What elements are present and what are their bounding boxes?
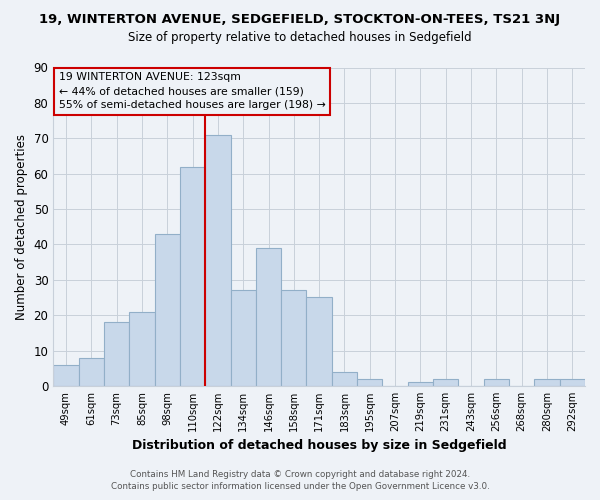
X-axis label: Distribution of detached houses by size in Sedgefield: Distribution of detached houses by size … <box>132 440 506 452</box>
Bar <box>256 248 281 386</box>
Bar <box>560 379 585 386</box>
Text: Size of property relative to detached houses in Sedgefield: Size of property relative to detached ho… <box>128 31 472 44</box>
Bar <box>129 312 155 386</box>
Bar <box>281 290 307 386</box>
Bar <box>53 364 79 386</box>
Bar <box>205 134 230 386</box>
Bar <box>408 382 433 386</box>
Bar <box>357 379 382 386</box>
Bar <box>104 322 129 386</box>
Text: 19 WINTERTON AVENUE: 123sqm
← 44% of detached houses are smaller (159)
55% of se: 19 WINTERTON AVENUE: 123sqm ← 44% of det… <box>59 72 325 110</box>
Bar <box>79 358 104 386</box>
Bar <box>180 166 205 386</box>
Y-axis label: Number of detached properties: Number of detached properties <box>15 134 28 320</box>
Bar <box>307 298 332 386</box>
Bar <box>230 290 256 386</box>
Bar <box>484 379 509 386</box>
Bar <box>332 372 357 386</box>
Bar <box>433 379 458 386</box>
Bar <box>535 379 560 386</box>
Bar <box>155 234 180 386</box>
Text: Contains HM Land Registry data © Crown copyright and database right 2024.
Contai: Contains HM Land Registry data © Crown c… <box>110 470 490 491</box>
Text: 19, WINTERTON AVENUE, SEDGEFIELD, STOCKTON-ON-TEES, TS21 3NJ: 19, WINTERTON AVENUE, SEDGEFIELD, STOCKT… <box>40 12 560 26</box>
